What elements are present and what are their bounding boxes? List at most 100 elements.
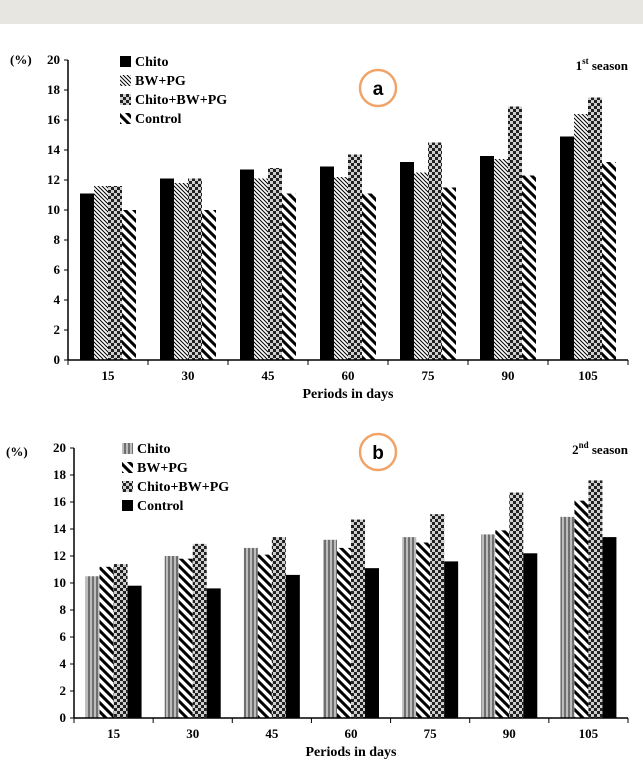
x-tick-label: 105 [578, 368, 598, 383]
bar-control-75 [444, 561, 459, 718]
bar-chito-15 [85, 576, 100, 718]
bar-control-60 [362, 193, 376, 360]
y-tick-label: 10 [47, 202, 60, 217]
bar-chito-45 [243, 547, 258, 718]
bar-control-105 [602, 537, 617, 718]
bar-bw-pg-105 [574, 500, 589, 718]
bar-chito-bw-pg-75 [430, 514, 445, 718]
panel-letter-circle [358, 68, 398, 108]
x-tick-label: 90 [503, 726, 516, 741]
chart-a-svg: 0 2 4 6 8 10 12 14 16 18 20 15 30 45 60 75 90 105 Periods … [10, 52, 629, 402]
bar-bw-pg-75 [416, 542, 431, 718]
bar-chito-bw-pg-60 [348, 154, 362, 360]
legend-swatch-control [122, 500, 133, 511]
panel-letter: b [372, 443, 384, 464]
x-tick-label: 105 [579, 726, 599, 741]
y-tick-label: 20 [47, 52, 60, 67]
bar-control-90 [523, 553, 538, 718]
bar-chito-30 [160, 178, 174, 360]
bar-control-105 [602, 162, 616, 360]
legend-swatch-control [120, 113, 131, 124]
y-tick-label: 12 [53, 548, 66, 563]
bar-control-45 [285, 574, 300, 718]
bar-bw-pg-15 [94, 186, 108, 360]
legend-label-chito-bw-pg: Chito+BW+PG [135, 93, 227, 108]
bar-chito-60 [323, 539, 337, 718]
x-tick-label: 15 [107, 726, 121, 741]
y-tick-label: 0 [54, 352, 61, 367]
bar-chito-bw-pg-105 [588, 480, 603, 718]
bar-chito-75 [400, 162, 414, 360]
bar-control-45 [282, 193, 296, 360]
bar-chito-bw-pg-15 [113, 564, 128, 718]
y-tick-label: 6 [60, 629, 67, 644]
bar-chito-bw-pg-60 [351, 519, 365, 718]
bar-chito-bw-pg-45 [268, 168, 282, 360]
legend-label-chito-bw-pg: Chito+BW+PG [137, 480, 229, 495]
bar-bw-pg-105 [574, 114, 588, 360]
y-tick-label: 14 [53, 521, 67, 536]
legend-label-bw-pg: BW+PG [137, 461, 188, 476]
bar-control-15 [122, 210, 136, 360]
panel-letter: a [373, 79, 384, 100]
y-tick-label: 0 [60, 710, 67, 725]
bar-chito-bw-pg-90 [508, 106, 522, 360]
bar-chito-bw-pg-30 [192, 543, 207, 718]
y-tick-label: 8 [60, 602, 67, 617]
bar-chito-90 [481, 534, 496, 718]
bar-chito-45 [240, 169, 254, 360]
bar-chito-bw-pg-90 [509, 492, 524, 718]
bar-chito-bw-pg-75 [428, 142, 442, 360]
legend-label-control: Control [135, 112, 182, 127]
y-unit-label: (%) [10, 52, 32, 67]
y-unit-label: (%) [6, 444, 28, 459]
x-tick-label: 75 [424, 726, 438, 741]
bar-chito-75 [402, 537, 417, 718]
bar-control-15 [127, 585, 142, 718]
y-tick-label: 8 [54, 232, 61, 247]
x-axis-title: Periods in days [305, 745, 397, 760]
bar-chito-15 [80, 193, 94, 360]
chart-panel-a: 0 2 4 6 8 10 12 14 16 18 20 15 30 45 60 75 90 105 Periods … [0, 40, 643, 410]
bar-control-30 [206, 588, 221, 718]
x-tick-label: 90 [502, 368, 515, 383]
bar-control-75 [442, 187, 456, 360]
x-axis-title: Periods in days [302, 387, 394, 402]
y-tick-label: 10 [53, 575, 66, 590]
bar-chito-30 [164, 556, 179, 718]
y-tick-label: 14 [47, 142, 61, 157]
chart-b-svg: 0 2 4 6 8 10 12 14 16 18 20 15 30 45 60 75 90 105 Periods … [6, 432, 629, 760]
bar-chito-90 [480, 156, 494, 360]
x-tick-label: 45 [265, 726, 279, 741]
bar-chito-bw-pg-45 [271, 537, 286, 718]
season-label: 2nd season [572, 440, 629, 457]
bar-chito-60 [320, 166, 334, 360]
y-tick-label: 20 [53, 440, 66, 455]
x-tick-label: 60 [345, 726, 358, 741]
legend-label-chito: Chito [137, 442, 170, 457]
bar-control-30 [202, 210, 216, 360]
bar-chito-bw-pg-30 [188, 178, 202, 360]
bar-chito-105 [560, 136, 574, 360]
bar-control-60 [365, 568, 379, 718]
y-tick-label: 6 [54, 262, 61, 277]
legend-swatch-chito [120, 56, 131, 67]
legend-swatch-bw-pg [122, 462, 133, 473]
y-tick-label: 18 [47, 82, 61, 97]
legend-swatch-bw-pg [120, 75, 131, 86]
x-tick-label: 60 [342, 368, 355, 383]
chart-panel-b: 0 2 4 6 8 10 12 14 16 18 20 15 30 45 60 75 90 105 Periods … [0, 432, 643, 768]
season-label: 1st season [576, 56, 629, 73]
y-tick-label: 16 [47, 112, 61, 127]
bar-bw-pg-90 [494, 159, 508, 360]
bar-chito-bw-pg-105 [588, 97, 602, 360]
legend-label-bw-pg: BW+PG [135, 74, 186, 89]
x-tick-label: 45 [262, 368, 276, 383]
y-tick-label: 18 [53, 467, 67, 482]
x-tick-label: 30 [186, 726, 199, 741]
x-tick-label: 30 [182, 368, 195, 383]
y-tick-label: 2 [60, 683, 67, 698]
bar-bw-pg-75 [414, 172, 428, 360]
bar-bw-pg-30 [174, 183, 188, 360]
legend-swatch-chito [122, 443, 133, 454]
